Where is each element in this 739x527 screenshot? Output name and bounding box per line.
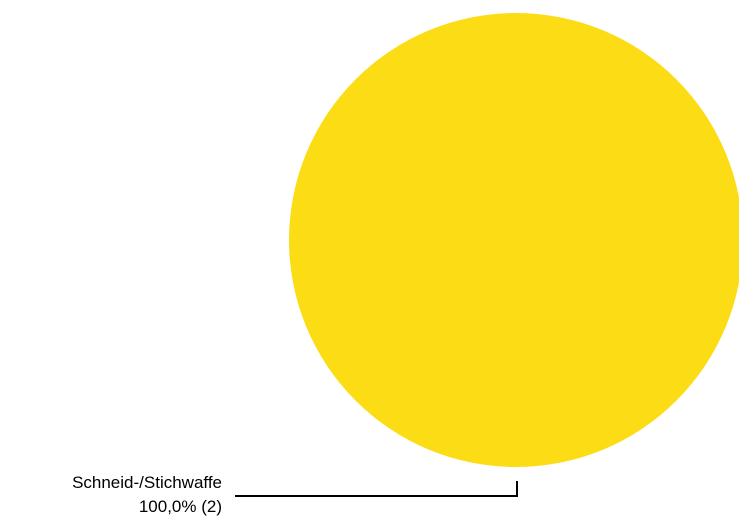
slice-label: Schneid-/Stichwaffe: [72, 473, 222, 492]
slice-leader-line: [235, 481, 518, 497]
pie-slice-schneid-stichwaffe: [289, 13, 739, 467]
slice-value-label: 100,0% (2): [139, 497, 222, 516]
